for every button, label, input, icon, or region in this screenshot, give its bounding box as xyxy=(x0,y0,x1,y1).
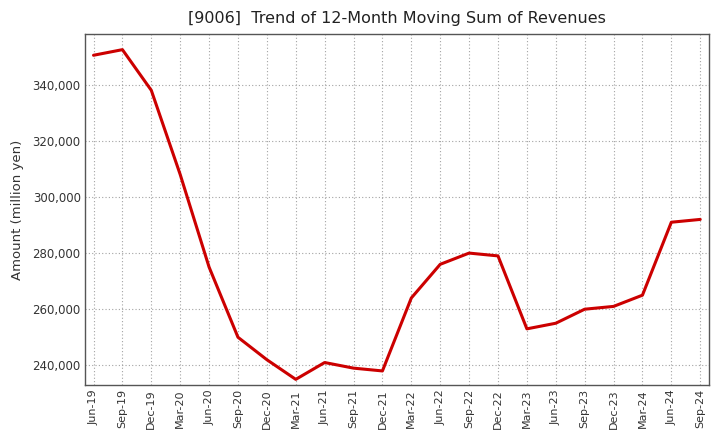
Y-axis label: Amount (million yen): Amount (million yen) xyxy=(11,139,24,280)
Title: [9006]  Trend of 12-Month Moving Sum of Revenues: [9006] Trend of 12-Month Moving Sum of R… xyxy=(188,11,606,26)
